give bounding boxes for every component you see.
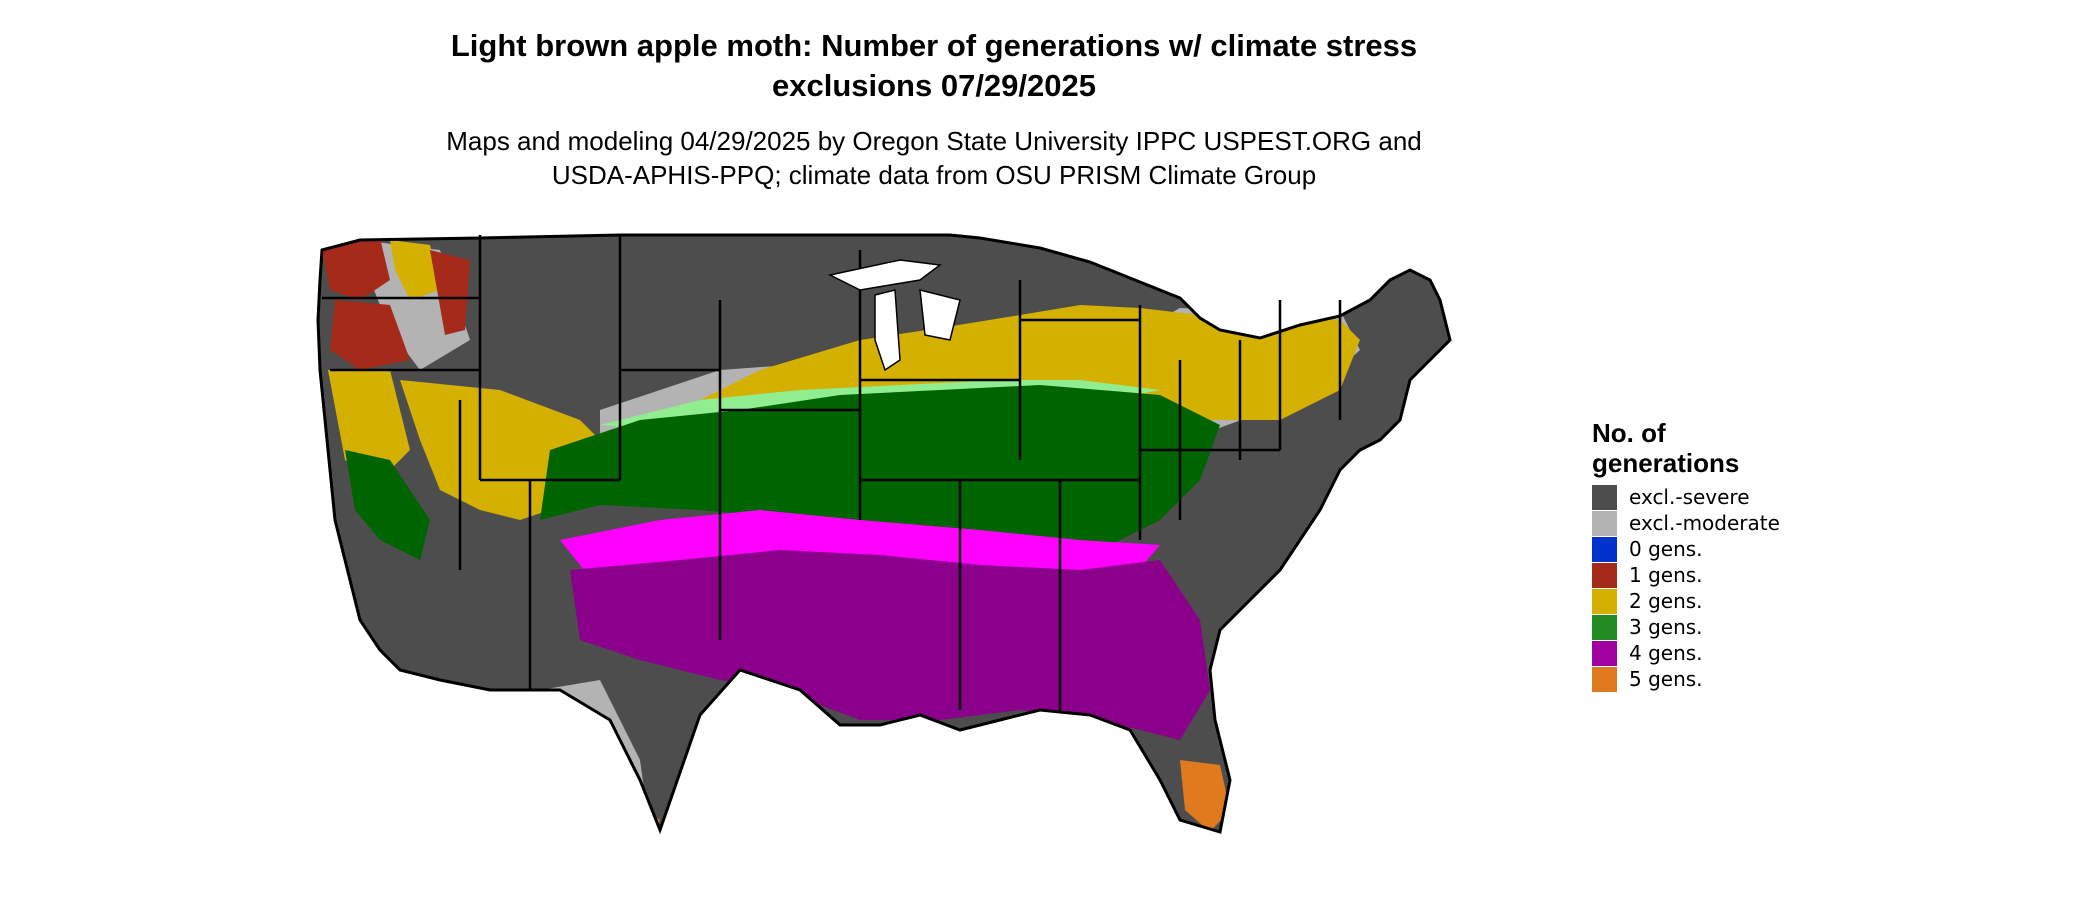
legend-item-2-gens: 2 gens. [1592, 588, 1780, 614]
generation-zones [320, 238, 1360, 832]
lake-huron [919, 289, 961, 341]
zone-gen1-washington [320, 238, 390, 300]
legend-label: 5 gens. [1629, 667, 1703, 691]
great-lakes [827, 259, 961, 372]
state-borders [322, 235, 1342, 710]
map-title-line-1: Light brown apple moth: Number of genera… [450, 28, 1418, 63]
legend-title-line-1: No. of [1592, 418, 1666, 448]
legend-swatch [1592, 614, 1617, 640]
legend-swatch [1592, 640, 1617, 666]
legend-item-excl-severe: excl.-severe [1592, 484, 1780, 510]
legend-title: No. of generations [1592, 418, 1780, 478]
legend-swatch [1592, 562, 1617, 588]
lake-michigan [874, 289, 901, 372]
zone-gen1-idaho [430, 250, 470, 335]
lake-superior [827, 259, 942, 291]
legend-item-5-gens: 5 gens. [1592, 666, 1780, 692]
zone-gen3-west [345, 450, 430, 560]
legend-item-0-gens: 0 gens. [1592, 536, 1780, 562]
legend-item-1-gens: 1 gens. [1592, 562, 1780, 588]
legend-swatch [1592, 588, 1617, 614]
map-subtitle: Maps and modeling 04/29/2025 by Oregon S… [0, 124, 1868, 192]
legend-label: 3 gens. [1629, 615, 1703, 639]
legend-swatch [1592, 484, 1617, 510]
legend-item-excl-moderate: excl.-moderate [1592, 510, 1780, 536]
legend-swatch [1592, 666, 1617, 692]
map-title-line-2: exclusions 07/29/2025 [771, 68, 1096, 103]
legend-item-3-gens: 3 gens. [1592, 614, 1780, 640]
zone-gen5-florida [1180, 760, 1230, 832]
legend-label: excl.-severe [1629, 485, 1750, 509]
zone-gen1-oregon [330, 300, 410, 370]
legend-title-line-2: generations [1592, 448, 1740, 478]
legend-label: 4 gens. [1629, 641, 1703, 665]
legend-swatch [1592, 536, 1617, 562]
legend: No. of generations excl.-severe excl.-mo… [1592, 418, 1780, 692]
legend-label: excl.-moderate [1629, 511, 1780, 535]
legend-label: 0 gens. [1629, 537, 1703, 561]
legend-item-4-gens: 4 gens. [1592, 640, 1780, 666]
zone-gen2-nw [390, 240, 440, 300]
zone-gen4-gulf [570, 550, 1210, 740]
us-generations-map [316, 233, 1452, 834]
map-subtitle-line-2: USDA-APHIS-PPQ; climate data from OSU PR… [551, 160, 1317, 190]
zone-gen3-south [540, 385, 1220, 550]
legend-swatch [1592, 510, 1617, 536]
map-subtitle-line-1: Maps and modeling 04/29/2025 by Oregon S… [446, 126, 1422, 156]
map-title: Light brown apple moth: Number of genera… [0, 26, 1868, 106]
legend-label: 1 gens. [1629, 563, 1703, 587]
legend-label: 2 gens. [1629, 589, 1703, 613]
